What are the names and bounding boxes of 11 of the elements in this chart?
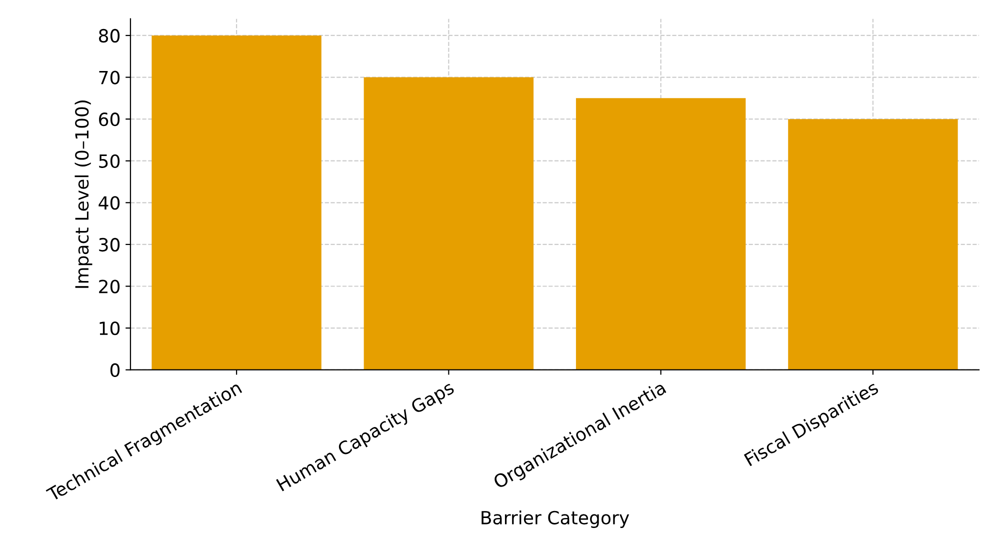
y-tick-label: 60 <box>99 112 120 126</box>
y-tick-label: 40 <box>98 196 120 210</box>
x-axis-title: Barrier Category <box>482 510 630 528</box>
y-tick-label: 80 <box>99 28 120 43</box>
y-tick-label: 70 <box>99 70 120 84</box>
y-axis-title: Impact Level (0–100) <box>74 100 92 288</box>
y-tick-label: 50 <box>99 154 120 168</box>
y-tick-label: 20 <box>99 280 120 294</box>
y-tick-label: 0 <box>110 363 120 377</box>
y-tick-label: 30 <box>99 238 120 252</box>
y-tick-label: 10 <box>100 322 120 336</box>
